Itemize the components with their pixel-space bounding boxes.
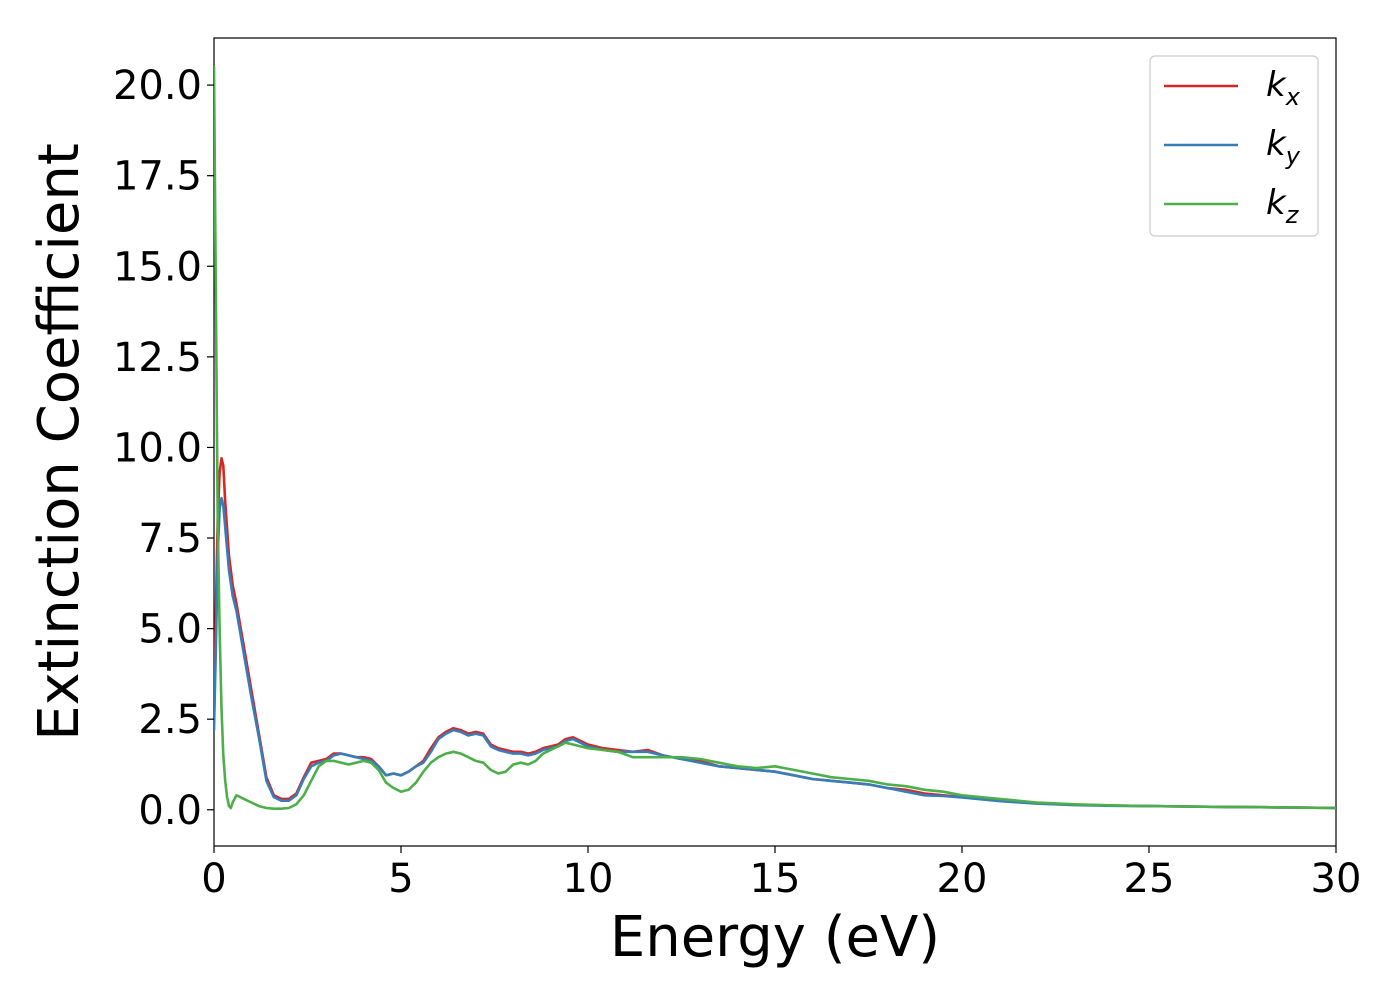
x-tick-label: 5 bbox=[388, 856, 413, 902]
legend-label-ky: ky bbox=[1266, 124, 1301, 170]
x-tick-label: 15 bbox=[750, 856, 801, 902]
y-tick-label: 10.0 bbox=[113, 425, 202, 471]
y-tick-label: 12.5 bbox=[113, 335, 202, 381]
y-axis-title: Extinction Coefficient bbox=[27, 143, 92, 741]
y-tick-label: 0.0 bbox=[138, 788, 202, 834]
plot-frame bbox=[213, 37, 1337, 847]
y-tick-label: 7.5 bbox=[138, 516, 202, 562]
legend-label-kx: kx bbox=[1266, 65, 1301, 111]
y-axis: 0.0 2.5 5.0 7.5 10.0 12.5 15.0 17.5 20.0 bbox=[113, 63, 214, 834]
y-tick-label: 20.0 bbox=[113, 63, 202, 109]
series-layer bbox=[214, 65, 1336, 811]
legend: kx ky kz bbox=[1149, 55, 1319, 237]
series-line-kz bbox=[214, 65, 1336, 811]
x-tick-label: 0 bbox=[201, 856, 226, 902]
y-tick-label: 17.5 bbox=[113, 154, 202, 200]
x-tick-label: 30 bbox=[1311, 856, 1362, 902]
plot-area bbox=[213, 37, 1337, 847]
x-tick-label: 10 bbox=[563, 856, 614, 902]
y-tick-label: 5.0 bbox=[138, 607, 202, 653]
x-tick-label: 25 bbox=[1124, 856, 1175, 902]
series-line-ky bbox=[214, 496, 1336, 810]
y-tick-label: 15.0 bbox=[113, 244, 202, 290]
x-tick-label: 20 bbox=[937, 856, 988, 902]
x-axis-title: Energy (eV) bbox=[610, 905, 940, 970]
y-tick-label: 2.5 bbox=[138, 697, 202, 743]
x-axis: 0 5 10 15 20 25 30 bbox=[201, 846, 1361, 902]
legend-label-kz: kz bbox=[1266, 183, 1300, 229]
